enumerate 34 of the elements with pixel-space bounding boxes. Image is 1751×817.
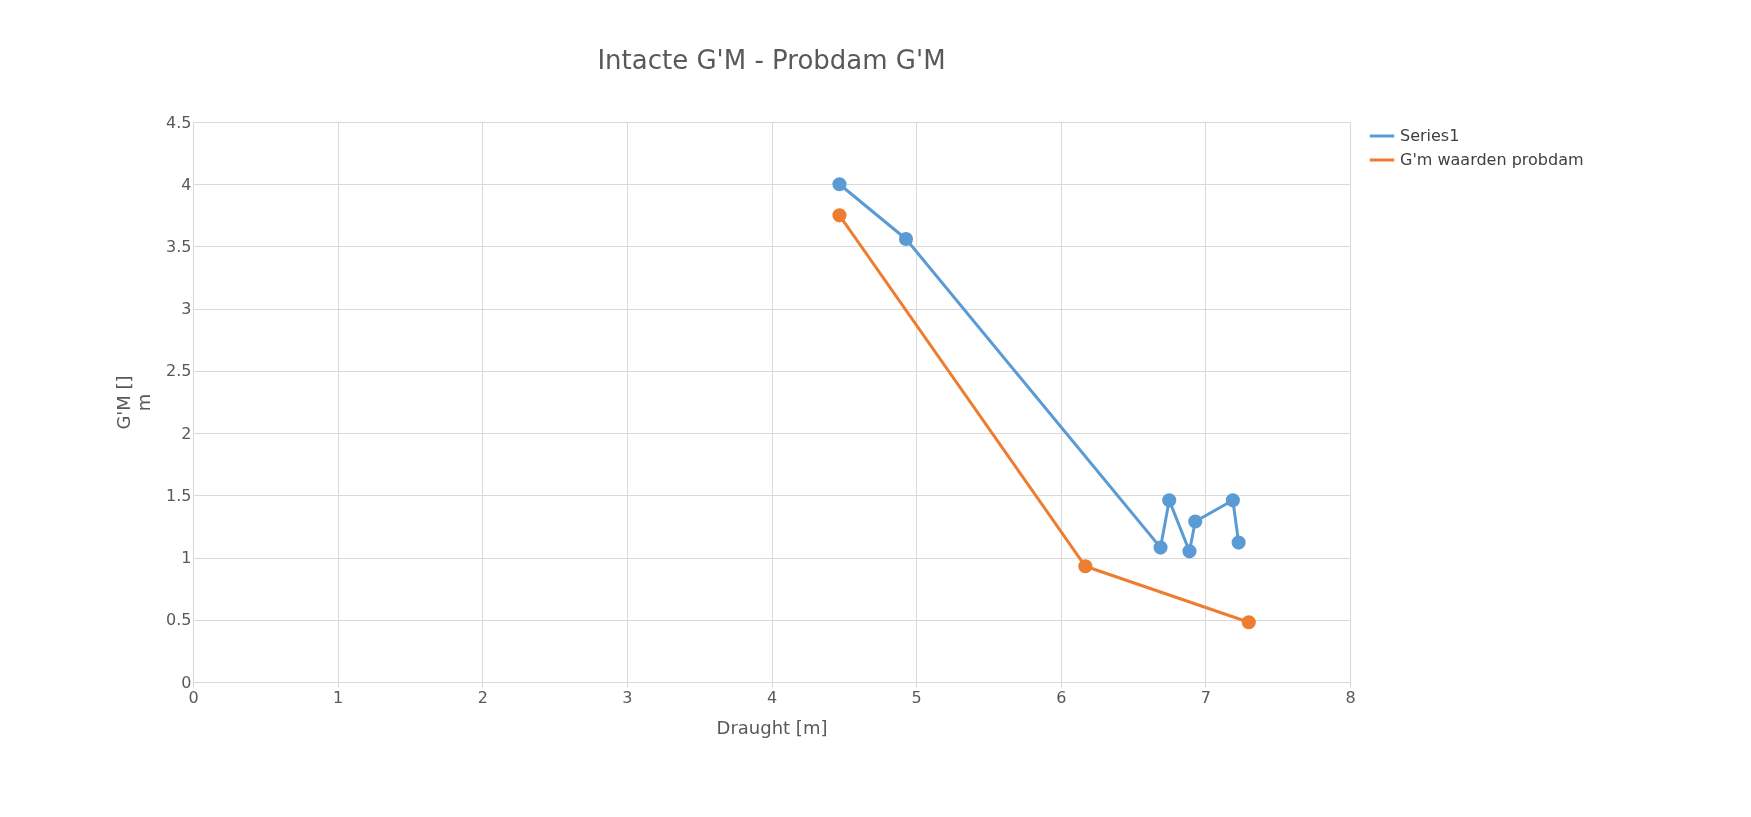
y-tick-label: 4.5	[166, 112, 192, 132]
x-tick-label: 5	[911, 687, 922, 707]
y-tick-label: 3.5	[166, 236, 192, 256]
y-axis-title: G'M [] m	[113, 375, 155, 430]
point	[1188, 514, 1203, 529]
y-tick-label: 3	[181, 299, 192, 319]
y-tick-label: 0	[181, 672, 192, 692]
point	[1225, 493, 1240, 508]
y-tick-label: 1.5	[166, 485, 192, 505]
x-tick-label: 7	[1200, 687, 1211, 707]
y-tick-label: 0.5	[166, 610, 192, 630]
point	[832, 208, 847, 223]
point	[1182, 544, 1197, 559]
y-tick-label: 2.5	[166, 361, 192, 381]
x-tick-label: 8	[1345, 687, 1356, 707]
x-tick-label: 6	[1056, 687, 1067, 707]
point	[898, 231, 914, 247]
point	[832, 177, 847, 192]
x-tick-label: 3	[622, 687, 633, 707]
x-tick-label: 1	[333, 687, 344, 707]
point	[1241, 615, 1256, 630]
y-tick-label: 2	[181, 423, 192, 443]
legend-label: Series1	[1400, 126, 1460, 145]
x-tick-label: 4	[766, 687, 778, 707]
x-axis-title: Draught [m]	[716, 716, 828, 738]
point	[1231, 535, 1246, 550]
point	[1162, 493, 1177, 508]
y-tick-label: 4	[181, 174, 192, 194]
legend-label: G'm waarden probdam	[1400, 150, 1584, 169]
y-tick-label: 1	[181, 548, 192, 568]
point	[1153, 540, 1168, 555]
x-tick-label: 2	[477, 687, 488, 707]
chart-title: Intacte G'M - Probdam G'M	[597, 45, 946, 75]
point	[1078, 559, 1093, 574]
